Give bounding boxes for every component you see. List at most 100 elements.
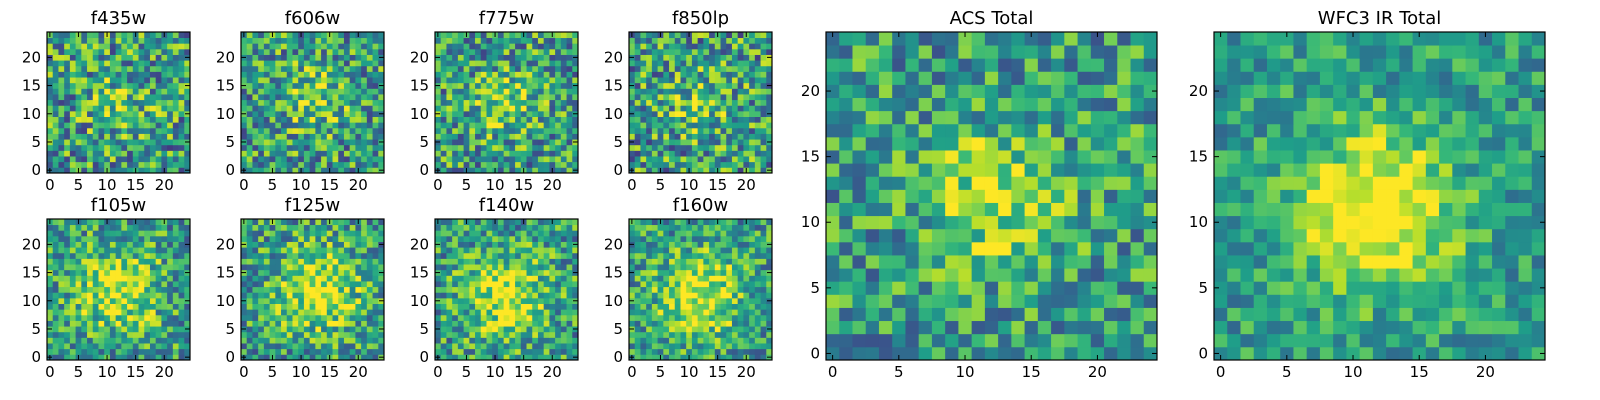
heatmap-cell <box>440 258 447 265</box>
heatmap-cell <box>292 122 299 129</box>
heatmap-cell <box>138 139 145 146</box>
heatmap-cell <box>109 150 117 157</box>
heatmap-cell <box>680 303 687 310</box>
heatmap-cell <box>543 156 550 163</box>
heatmap-cell <box>58 105 65 112</box>
heatmap-cell <box>372 122 379 129</box>
heatmap-cell <box>263 247 270 254</box>
heatmap-cell <box>509 99 516 106</box>
heatmap-cell <box>680 167 687 174</box>
heatmap-cell <box>515 247 522 254</box>
heatmap-cell <box>555 286 562 293</box>
heatmap-cell <box>497 275 505 282</box>
heatmap-cell <box>75 71 82 78</box>
heatmap-cell <box>686 297 693 304</box>
heatmap-cell <box>303 275 311 282</box>
heatmap-cell <box>258 94 265 101</box>
heatmap-cell <box>138 94 145 101</box>
heatmap-cell <box>737 161 744 168</box>
heatmap-cell <box>326 320 333 327</box>
heatmap-cell <box>515 281 522 288</box>
heatmap-cell <box>372 144 379 151</box>
heatmap-cell <box>651 60 658 67</box>
heatmap-cell <box>47 37 54 44</box>
heatmap-cell <box>515 99 522 106</box>
heatmap-cell <box>537 139 545 146</box>
heatmap-cell <box>303 235 311 242</box>
heatmap-cell <box>469 241 476 248</box>
heatmap-cell <box>686 65 693 72</box>
heatmap-cell <box>549 82 556 89</box>
heatmap-cell <box>446 43 453 50</box>
heatmap-cell <box>275 314 282 321</box>
heatmap-cell <box>332 82 339 89</box>
heatmap-cell <box>286 331 293 338</box>
heatmap-cell <box>298 77 305 84</box>
heatmap-cell <box>292 167 299 174</box>
heatmap-cell <box>526 43 533 50</box>
heatmap-cell <box>258 354 265 361</box>
heatmap-cell <box>537 105 545 112</box>
heatmap-cell <box>155 94 162 101</box>
heatmap-cell <box>343 275 351 282</box>
heatmap-cell <box>52 156 59 163</box>
heatmap-cell <box>184 43 191 50</box>
heatmap-cell <box>526 331 533 338</box>
heatmap-cell <box>492 139 499 146</box>
heatmap-cell <box>754 281 761 288</box>
heatmap-cell <box>469 331 476 338</box>
heatmap-cell <box>669 144 676 151</box>
heatmap-cell <box>463 264 470 271</box>
heatmap-cell <box>121 320 128 327</box>
heatmap-cell <box>640 116 647 123</box>
heatmap-cell <box>109 110 117 117</box>
heatmap-cell <box>309 348 316 355</box>
heatmap-cell <box>566 60 573 67</box>
heatmap-cell <box>549 281 556 288</box>
heatmap-cell <box>121 48 128 55</box>
heatmap-cell <box>338 167 345 174</box>
heatmap-cell <box>452 348 459 355</box>
heatmap-cell <box>492 37 499 44</box>
heatmap-cell <box>457 331 464 338</box>
heatmap-cell <box>640 303 647 310</box>
heatmap-cell <box>560 77 567 84</box>
heatmap-cell <box>440 116 447 123</box>
heatmap-cell <box>332 354 339 361</box>
heatmap-cell <box>241 303 248 310</box>
heatmap-cell <box>286 82 293 89</box>
heatmap-cell <box>669 292 676 299</box>
heatmap-cell <box>355 252 362 259</box>
heatmap-cell <box>492 241 499 248</box>
heatmap-cell <box>132 337 139 344</box>
heatmap-cell <box>172 264 179 271</box>
heatmap-cell <box>269 88 276 95</box>
heatmap-cell <box>446 71 453 78</box>
heatmap-cell <box>64 224 71 231</box>
heatmap-cell <box>366 71 373 78</box>
heatmap-cell <box>457 167 464 174</box>
heatmap-cell <box>555 292 562 299</box>
heatmap-cell <box>446 297 453 304</box>
y-tick-label: 10 <box>410 292 429 310</box>
heatmap-cell <box>104 292 111 299</box>
heatmap-cell <box>520 144 527 151</box>
heatmap-cell <box>560 60 567 67</box>
heatmap-cell <box>372 219 379 226</box>
heatmap-cell <box>532 343 539 350</box>
heatmap-cell <box>69 77 76 84</box>
heatmap-cell <box>760 116 767 123</box>
heatmap-cell <box>760 82 767 89</box>
heatmap-cell <box>560 348 567 355</box>
heatmap-cell <box>246 269 253 276</box>
heatmap-cell <box>378 320 385 327</box>
heatmap-cell <box>355 54 362 61</box>
heatmap-cell <box>463 258 470 265</box>
heatmap-cell <box>263 320 270 327</box>
heatmap-cell <box>503 247 510 254</box>
heatmap-cell <box>452 161 459 168</box>
heatmap-cell <box>634 43 641 50</box>
heatmap-cell <box>720 292 727 299</box>
y-tick-label: 10 <box>22 105 41 123</box>
